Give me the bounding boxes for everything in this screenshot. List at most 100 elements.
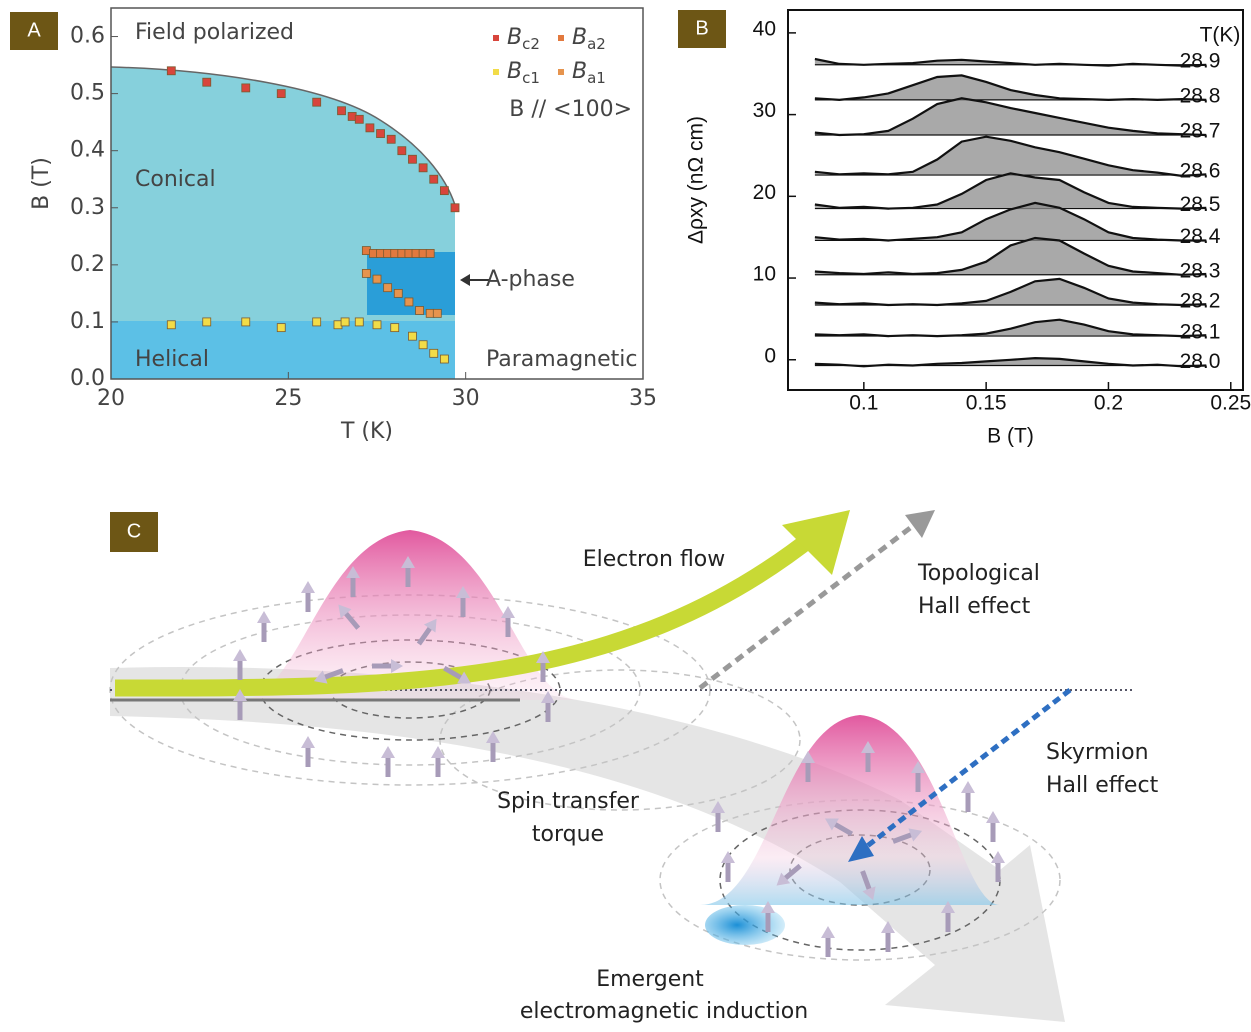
- region-label: Helical: [135, 347, 209, 372]
- series-label: 28.8: [1180, 84, 1221, 107]
- curve: [814, 201, 1207, 242]
- data-point: [376, 129, 385, 138]
- panel-letter: B: [695, 17, 708, 39]
- legend-label: Bc2: [507, 25, 540, 53]
- y-axis-label: Δρxy (nΩ cm): [685, 116, 708, 244]
- y-tick-label: 10: [753, 263, 776, 286]
- x-tick-label: 0.1: [849, 392, 878, 415]
- induction-label: electromagnetic induction: [520, 999, 808, 1024]
- legend-label: Bc1: [507, 59, 540, 87]
- y-tick-label: 0.2: [70, 252, 105, 277]
- y-tick-label: 0: [764, 344, 776, 367]
- topological-hall-label: Topological: [917, 561, 1040, 586]
- illustration: C Electron flow Topological Hall effect …: [109, 510, 1159, 1024]
- series-label: 28.1: [1180, 321, 1221, 344]
- data-point: [432, 308, 442, 318]
- y-tick-label: 0.0: [70, 366, 105, 391]
- data-point: [354, 317, 364, 327]
- x-tick-label: 25: [274, 386, 302, 411]
- topological-hall-arrowhead: [905, 510, 935, 538]
- data-point: [390, 323, 400, 333]
- electron-flow-arrow: [114, 528, 821, 697]
- curve: [814, 236, 1207, 276]
- data-point: [361, 269, 371, 278]
- data-point: [166, 320, 176, 330]
- legend-swatch: [493, 35, 499, 41]
- x-tick-label: 0.2: [1094, 392, 1123, 415]
- y-tick-label: 0.4: [70, 138, 105, 163]
- y-tick-label: 0.3: [70, 195, 105, 220]
- skyrmion-bump: [240, 530, 580, 700]
- induction-blob: [705, 905, 785, 945]
- data-point: [276, 89, 286, 99]
- series-label: 28.0: [1180, 350, 1221, 373]
- data-point: [397, 146, 407, 156]
- series-label: 28.5: [1180, 193, 1221, 216]
- data-point: [415, 306, 424, 315]
- data-point: [425, 249, 435, 258]
- data-point: [337, 106, 346, 116]
- skyrmion-hall-arrowhead: [848, 836, 874, 862]
- series-label: 28.4: [1180, 225, 1221, 248]
- curve: [814, 318, 1207, 338]
- y-tick-label: 40: [753, 17, 776, 40]
- data-point: [418, 163, 428, 173]
- legend-note: B // <100>: [509, 97, 632, 122]
- y-tick-label: 0.1: [70, 309, 105, 334]
- region-label: Conical: [135, 167, 216, 192]
- panel-a-regions: [110, 66, 490, 379]
- series-label: 28.6: [1180, 160, 1221, 183]
- peak-fill: [814, 75, 1207, 100]
- data-point: [439, 354, 449, 364]
- data-point: [383, 283, 393, 293]
- x-tick-label: 0.25: [1210, 392, 1251, 415]
- panel-letter-box: [110, 512, 158, 552]
- peak-fill: [814, 98, 1207, 136]
- electron-flow-label: Electron flow: [583, 547, 726, 572]
- phase-boundary: [110, 66, 456, 206]
- data-point: [241, 83, 251, 93]
- legend-swatch: [558, 35, 564, 41]
- curve: [814, 74, 1207, 102]
- data-point: [408, 154, 417, 164]
- data-point: [276, 323, 286, 333]
- y-tick-label: 0.5: [70, 81, 105, 106]
- x-axis-label: B (T): [987, 425, 1034, 448]
- induction-label: Emergent: [596, 967, 704, 992]
- skyrmion-hall-label: Hall effect: [1046, 773, 1159, 798]
- x-tick-label: 20: [97, 386, 125, 411]
- data-point: [354, 114, 364, 124]
- series-label: 28.2: [1180, 290, 1221, 313]
- region-label: Field polarized: [135, 20, 294, 45]
- curve: [814, 97, 1207, 137]
- legend-label: Ba1: [572, 59, 606, 87]
- peak-fill: [814, 173, 1207, 209]
- spin-transfer-label: torque: [532, 822, 604, 847]
- data-point: [429, 174, 439, 184]
- x-tick-label: 35: [629, 386, 657, 411]
- panel-letter: A: [27, 19, 41, 41]
- a-phase-arrowhead: [460, 274, 470, 286]
- data-point: [340, 317, 350, 327]
- x-axis-label: T (K): [340, 419, 393, 444]
- data-point: [393, 288, 403, 298]
- panel-letter-box: [678, 10, 726, 48]
- legend-title: T(K): [1200, 24, 1241, 47]
- curve: [814, 277, 1207, 307]
- y-axis-label: B (T): [29, 157, 54, 210]
- legend-swatch: [493, 69, 499, 75]
- plot-frame: [787, 9, 1244, 391]
- data-point: [312, 317, 322, 327]
- panel-letter: C: [127, 520, 141, 542]
- electron-flow-arrowhead: [782, 510, 850, 575]
- panel-letter-box: [10, 12, 58, 50]
- topological-hall-arrow: [698, 520, 920, 690]
- region-label: A-phase: [486, 267, 575, 292]
- data-point: [429, 348, 439, 358]
- curve: [814, 356, 1207, 368]
- y-tick-label: 0.6: [70, 24, 105, 49]
- y-tick-label: 20: [753, 181, 776, 204]
- skyrmion-hall-label: Skyrmion: [1046, 740, 1149, 765]
